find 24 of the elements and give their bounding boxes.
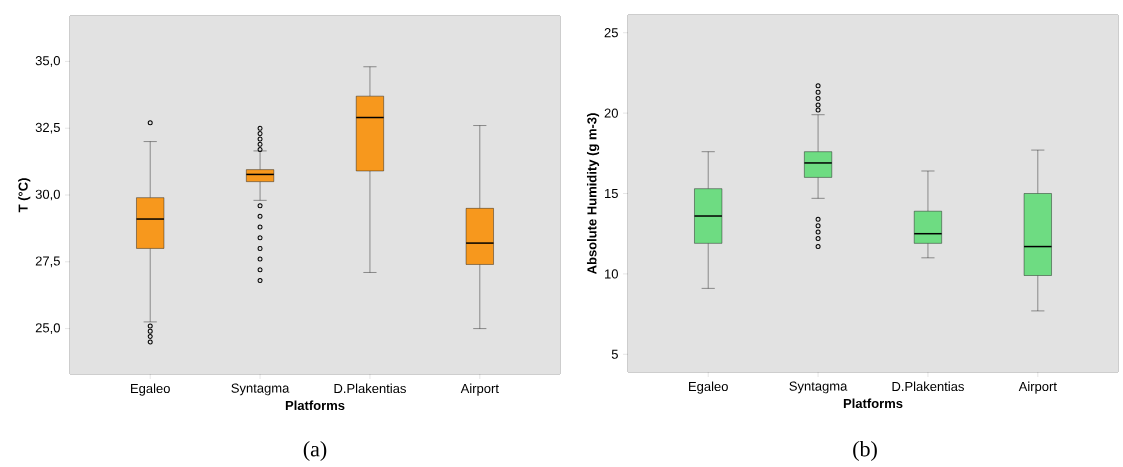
text: (b) [853,441,877,461]
y-tick-label: 25,0 [35,323,60,334]
x-tick-label: Syntagma [789,381,848,394]
x-tick-label: Airport [460,383,499,396]
y-tick-label: 30,0 [35,189,60,201]
x-tick-label: Egaleo [131,383,170,396]
x-axis-title: Platforms [843,398,903,409]
y-tick-label: 32,5 [35,122,60,134]
text: (a) [303,441,327,461]
y-tick-label: 10 [605,269,618,279]
y-tick-label: 5 [611,349,618,359]
x-axis-title: Platforms [285,400,345,411]
y-tick-label: 25 [604,28,618,38]
y-tick-label: 15 [605,188,618,199]
x-tick-label: Egaleo [689,381,728,394]
y-axis-title: Absolute Humidity (g m-3) [586,113,600,275]
x-tick-label: Airport [1018,381,1057,394]
y-tick-label: 27,5 [35,256,60,268]
y-tick-label: 35,0 [35,56,60,67]
y-tick-label: 20 [604,108,618,118]
y-axis-title: T (°C) [18,178,31,213]
x-tick-label: D.Plakentias [892,381,964,392]
x-tick-label: Syntagma [231,383,290,396]
x-tick-label: D.Plakentias [334,383,406,394]
